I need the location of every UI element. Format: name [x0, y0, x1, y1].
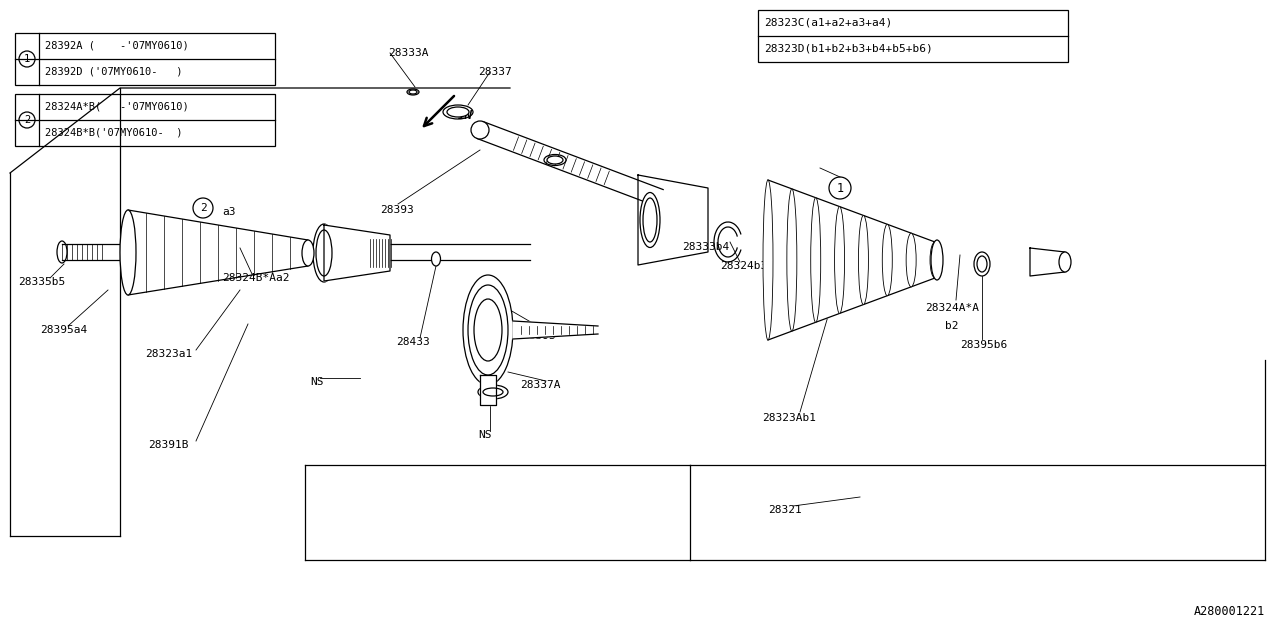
- Polygon shape: [513, 321, 598, 339]
- Text: 28321: 28321: [768, 505, 801, 515]
- Ellipse shape: [314, 224, 335, 282]
- Ellipse shape: [471, 121, 489, 139]
- Text: 28324A*A: 28324A*A: [925, 303, 979, 313]
- Ellipse shape: [483, 388, 503, 396]
- Text: 28392D ('07MY0610-   ): 28392D ('07MY0610- ): [45, 67, 183, 77]
- Bar: [15, 33, 275, 85]
- Ellipse shape: [302, 240, 314, 266]
- Text: 28335b5: 28335b5: [18, 277, 65, 287]
- Ellipse shape: [787, 189, 797, 331]
- Ellipse shape: [906, 233, 916, 287]
- Text: 1: 1: [24, 54, 31, 64]
- Text: 28333A: 28333A: [388, 48, 429, 58]
- Text: NS: NS: [477, 430, 492, 440]
- Text: 28337: 28337: [477, 67, 512, 77]
- Text: 28395: 28395: [522, 331, 556, 341]
- Text: 28324B*Aa2: 28324B*Aa2: [221, 273, 289, 283]
- Ellipse shape: [477, 385, 508, 399]
- Text: 28323D(b1+b2+b3+b4+b5+b6): 28323D(b1+b2+b3+b4+b5+b6): [764, 44, 933, 54]
- Ellipse shape: [931, 242, 940, 278]
- Polygon shape: [480, 375, 497, 405]
- Ellipse shape: [1059, 252, 1071, 272]
- Text: IN: IN: [458, 109, 474, 122]
- Text: 28323a1: 28323a1: [145, 349, 192, 359]
- Ellipse shape: [410, 90, 417, 94]
- Ellipse shape: [58, 241, 67, 263]
- Text: 28333b4: 28333b4: [682, 242, 730, 252]
- Text: 28324b3: 28324b3: [721, 261, 767, 271]
- Bar: [758, 10, 1068, 62]
- Ellipse shape: [407, 89, 419, 95]
- Ellipse shape: [643, 198, 657, 242]
- Polygon shape: [477, 122, 663, 207]
- Text: 28324A*B(   -'07MY0610): 28324A*B( -'07MY0610): [45, 102, 188, 111]
- Text: 28323C(a1+a2+a3+a4): 28323C(a1+a2+a3+a4): [764, 17, 892, 28]
- Ellipse shape: [640, 193, 660, 248]
- Text: 28391B: 28391B: [148, 440, 188, 450]
- Polygon shape: [324, 225, 390, 281]
- Polygon shape: [768, 180, 934, 340]
- Text: 1: 1: [836, 182, 844, 195]
- Polygon shape: [637, 175, 708, 265]
- Ellipse shape: [859, 216, 868, 305]
- Ellipse shape: [810, 198, 820, 323]
- Ellipse shape: [544, 154, 566, 166]
- Text: 28337A: 28337A: [520, 380, 561, 390]
- Ellipse shape: [316, 230, 332, 276]
- Ellipse shape: [547, 156, 563, 164]
- Text: a3: a3: [221, 207, 236, 217]
- Text: 28392A (    -'07MY0610): 28392A ( -'07MY0610): [45, 40, 188, 51]
- Ellipse shape: [835, 207, 845, 314]
- Polygon shape: [1030, 248, 1065, 276]
- Ellipse shape: [463, 275, 513, 385]
- Text: 28323Ab1: 28323Ab1: [762, 413, 817, 423]
- Ellipse shape: [931, 240, 943, 280]
- Text: 28395a4: 28395a4: [40, 325, 87, 335]
- Ellipse shape: [977, 256, 987, 272]
- Text: 2: 2: [200, 203, 206, 213]
- Text: b2: b2: [945, 321, 959, 331]
- Ellipse shape: [431, 252, 440, 266]
- Ellipse shape: [120, 210, 136, 295]
- Ellipse shape: [468, 285, 508, 375]
- Text: NS: NS: [310, 377, 324, 387]
- Ellipse shape: [443, 105, 474, 119]
- Text: A280001221: A280001221: [1194, 605, 1265, 618]
- Text: 28395b6: 28395b6: [960, 340, 1007, 350]
- Ellipse shape: [974, 252, 989, 276]
- Text: 2: 2: [24, 115, 31, 125]
- Ellipse shape: [882, 224, 892, 296]
- Ellipse shape: [447, 107, 468, 117]
- Text: 28433: 28433: [396, 337, 430, 347]
- Ellipse shape: [474, 299, 502, 361]
- Polygon shape: [128, 210, 308, 295]
- Text: 28324B*B('07MY0610-  ): 28324B*B('07MY0610- ): [45, 127, 183, 138]
- Text: 28393: 28393: [380, 205, 413, 215]
- Ellipse shape: [763, 180, 773, 340]
- Bar: [15, 94, 275, 146]
